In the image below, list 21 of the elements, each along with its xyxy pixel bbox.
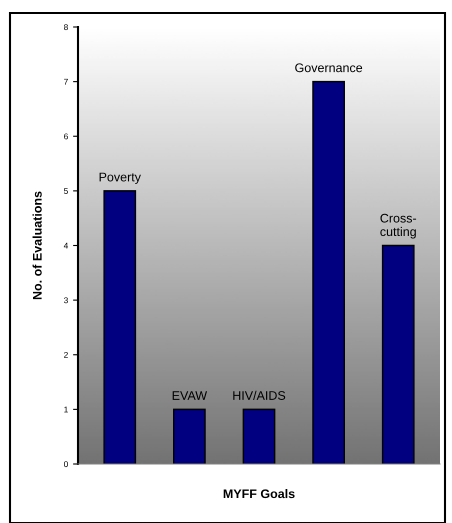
y-tick-label: 8: [64, 24, 68, 30]
y-tick-label: 6: [64, 133, 68, 140]
y-tick-label: 3: [64, 297, 68, 304]
x-tick-label: Cross- cutting: [380, 214, 416, 239]
y-tick-label: 1: [64, 406, 68, 412]
bar: [382, 244, 415, 464]
x-axis-title: MYFF Goals: [224, 489, 295, 498]
bar: [242, 408, 276, 464]
bar: [103, 190, 136, 464]
y-axis-title: No. of Evaluations: [32, 191, 42, 300]
y-tick-label: 0: [64, 461, 68, 468]
x-tick-label: Poverty: [100, 172, 141, 184]
y-tick-label: 4: [64, 242, 68, 249]
x-tick-label: Governance: [295, 63, 362, 72]
y-tick-label: 5: [64, 188, 68, 194]
x-tick-label: HIV/AIDS: [233, 390, 286, 400]
bar: [173, 408, 206, 464]
x-tick-label: EVAW: [172, 391, 208, 400]
y-tick-label: 2: [64, 352, 68, 358]
y-tick-label: 7: [64, 78, 68, 85]
bar: [312, 80, 345, 464]
